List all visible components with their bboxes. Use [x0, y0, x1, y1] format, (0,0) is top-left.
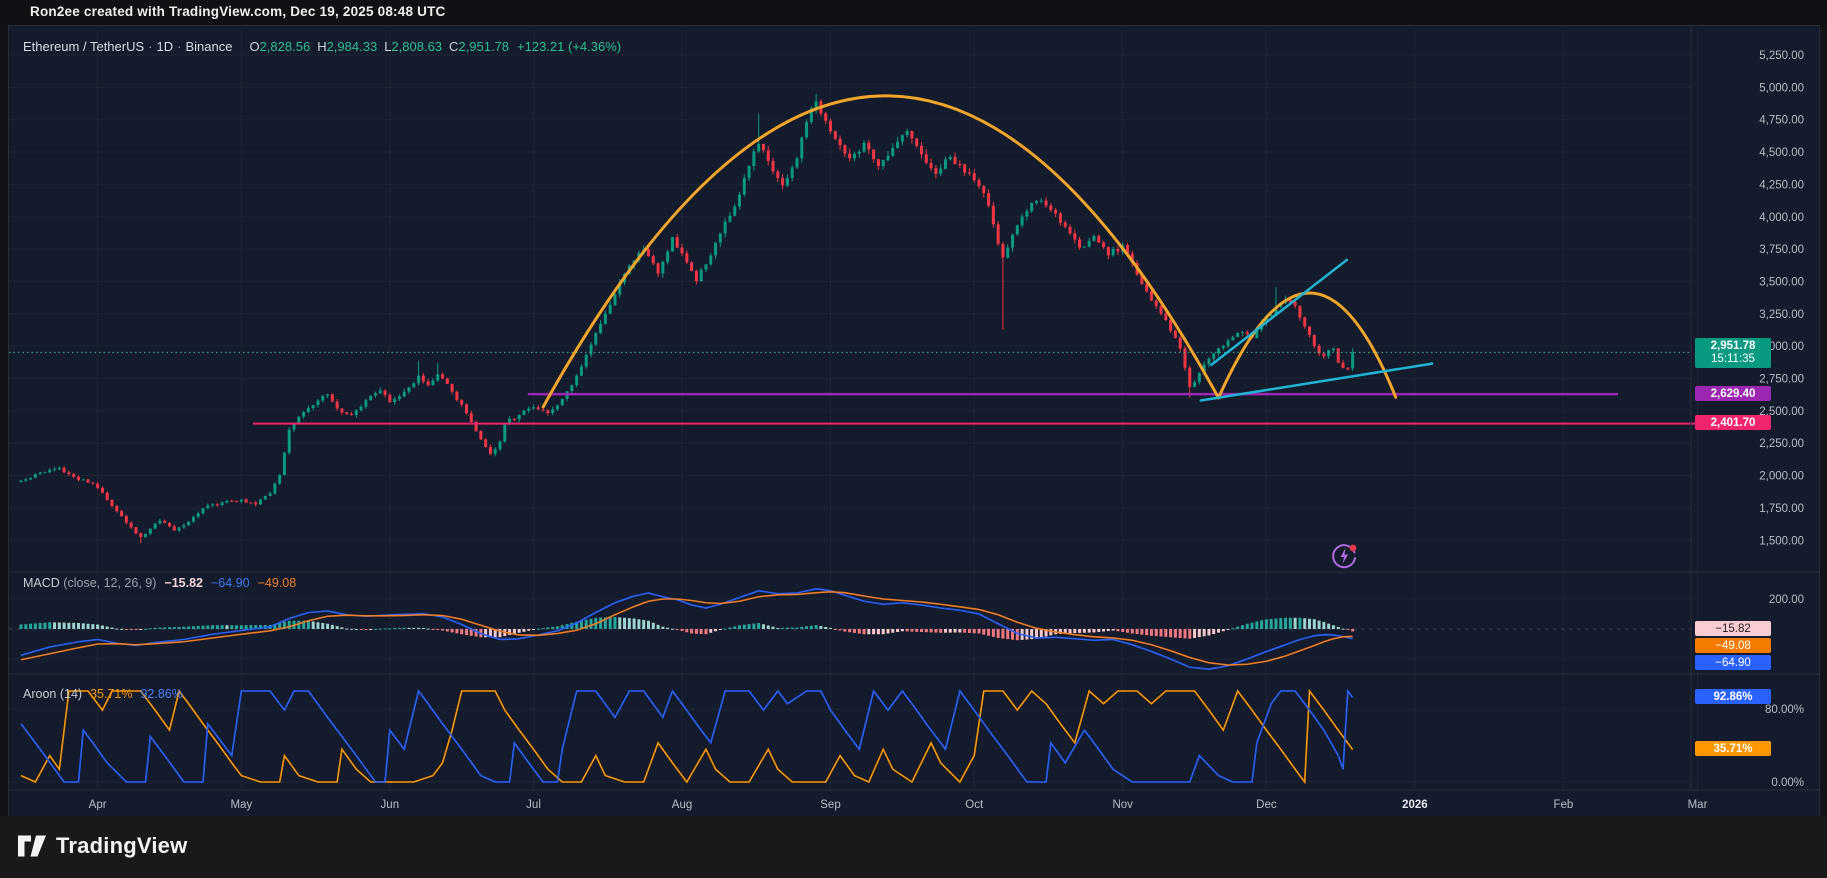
time-axis-label: Jul: [526, 799, 541, 811]
macd-legend[interactable]: MACD (close, 12, 26, 9) −15.82 −64.90 −49.0…: [23, 576, 297, 590]
close-value: 2,951.78: [458, 39, 510, 54]
svg-text:4,000.00: 4,000.00: [1759, 212, 1804, 224]
svg-text:4,750.00: 4,750.00: [1759, 115, 1804, 127]
purple-level-label[interactable]: 2,629.40: [1695, 386, 1771, 401]
macd-signal-value: −49.08: [257, 576, 297, 590]
time-axis-label: Apr: [89, 799, 107, 811]
macd-signal-line: [20, 590, 1353, 666]
rounding-top-arc: [541, 94, 1220, 409]
last-price-value: 2,951.78: [1710, 339, 1756, 352]
aroon-up-axis-label: 92.86%: [1695, 689, 1771, 704]
symbol-interval[interactable]: 1D: [156, 39, 174, 54]
chart-canvas[interactable]: 5,250.00 5,000.00 4,750.00 4,500.00 4,250.00…: [9, 26, 1819, 817]
price-axis[interactable]: 5,250.00 5,000.00 4,750.00 4,500.00 4,250.00…: [1759, 50, 1804, 789]
notification-dot: [1349, 544, 1357, 552]
svg-text:2,750.00: 2,750.00: [1759, 374, 1804, 386]
svg-text:4,250.00: 4,250.00: [1759, 179, 1804, 191]
tradingview-logo[interactable]: TradingView: [18, 833, 187, 859]
price-drawings[interactable]: [9, 94, 1696, 425]
svg-text:80.00%: 80.00%: [1765, 704, 1804, 716]
time-axis-label: Jun: [381, 799, 400, 811]
time-axis-label: Nov: [1112, 799, 1133, 811]
candlestick-series[interactable]: [19, 94, 1355, 544]
aroon-legend[interactable]: Aroon (14) 35.71% 92.86%: [23, 687, 183, 701]
chart-widget[interactable]: 5,250.00 5,000.00 4,750.00 4,500.00 4,250.00…: [8, 25, 1820, 818]
svg-text:0.00%: 0.00%: [1771, 777, 1804, 789]
time-axis-label: 2026: [1402, 799, 1428, 811]
symbol-exchange: Binance: [185, 39, 233, 54]
open-value: 2,828.56: [259, 39, 311, 54]
svg-text:5,000.00: 5,000.00: [1759, 82, 1804, 94]
right-shoulder-arc: [1217, 291, 1398, 400]
change-value: +123.21 (+4.36%): [517, 39, 622, 54]
aroon-down-line: [20, 688, 1354, 785]
attribution-text: Ron2ee created with TradingView.com, Dec…: [30, 4, 446, 19]
time-axis-label: Feb: [1553, 799, 1573, 811]
low-value: 2,808.63: [391, 39, 443, 54]
time-axis-label: May: [230, 799, 252, 811]
tradingview-logo-icon: [18, 835, 46, 857]
aroon-up-line: [20, 688, 1354, 783]
time-axis-label: Mar: [1688, 799, 1708, 811]
macd-hist-axis-label: −15.82: [1695, 621, 1771, 636]
attribution-bar: Ron2ee created with TradingView.com, Dec…: [0, 0, 1827, 25]
pane-borders: [9, 26, 1819, 791]
tradingview-logo-text: TradingView: [56, 833, 188, 858]
symbol-title[interactable]: Ethereum / TetherUS: [23, 39, 145, 54]
svg-text:3,250.00: 3,250.00: [1759, 309, 1804, 321]
svg-text:1,750.00: 1,750.00: [1759, 503, 1804, 515]
time-axis-label: Aug: [672, 799, 692, 811]
time-axis-label: Dec: [1256, 799, 1277, 811]
footer-bar: TradingView: [0, 816, 1827, 878]
symbol-legend[interactable]: Ethereum / TetherUS · 1D · Binance O2,828.56 H…: [23, 39, 622, 54]
high-value: 2,984.33: [326, 39, 378, 54]
svg-text:2,000.00: 2,000.00: [1759, 471, 1804, 483]
svg-text:2,250.00: 2,250.00: [1759, 438, 1804, 450]
shallow-cyan-trendline: [1199, 362, 1434, 402]
aroon-down-value: 35.71%: [90, 687, 133, 701]
aroon-indicator[interactable]: [20, 688, 1354, 785]
macd-line: [20, 587, 1353, 671]
time-axis-label: Oct: [965, 799, 984, 811]
aroon-up-value: 92.86%: [140, 687, 183, 701]
macd-line-axis-label: −64.90: [1695, 655, 1771, 670]
bar-countdown: 15:11:35: [1711, 353, 1755, 365]
macd-line-value: −64.90: [211, 576, 250, 590]
svg-text:1,500.00: 1,500.00: [1759, 535, 1804, 547]
ohlc-values: O2,828.56 H2,984.33 L2,808.63 C2,951.78 +123…: [249, 39, 622, 54]
svg-text:4,500.00: 4,500.00: [1759, 147, 1804, 159]
grid-lines: [9, 30, 1698, 790]
svg-text:3,750.00: 3,750.00: [1759, 244, 1804, 256]
pink-level-label[interactable]: 2,401.70: [1695, 415, 1771, 430]
macd-indicator[interactable]: [9, 587, 1691, 671]
lightning-reaction-icon[interactable]: [1329, 541, 1359, 571]
macd-signal-axis-label: −49.08: [1695, 638, 1771, 653]
steep-cyan-trendline: [1210, 258, 1349, 367]
last-price-label[interactable]: 2,951.78 15:11:35: [1695, 338, 1771, 368]
svg-text:200.00: 200.00: [1769, 594, 1804, 606]
macd-hist-value: −15.82: [164, 576, 203, 590]
aroon-down-axis-label: 35.71%: [1695, 741, 1771, 756]
time-axis[interactable]: Apr May Jun Jul Aug Sep Oct Nov Dec 2026 Feb Mar: [89, 799, 1708, 811]
time-axis-label: Sep: [820, 799, 840, 811]
svg-text:3,500.00: 3,500.00: [1759, 276, 1804, 288]
svg-text:2,500.00: 2,500.00: [1759, 406, 1804, 418]
lightning-bolt-icon: [1340, 548, 1348, 564]
svg-text:5,250.00: 5,250.00: [1759, 50, 1804, 62]
